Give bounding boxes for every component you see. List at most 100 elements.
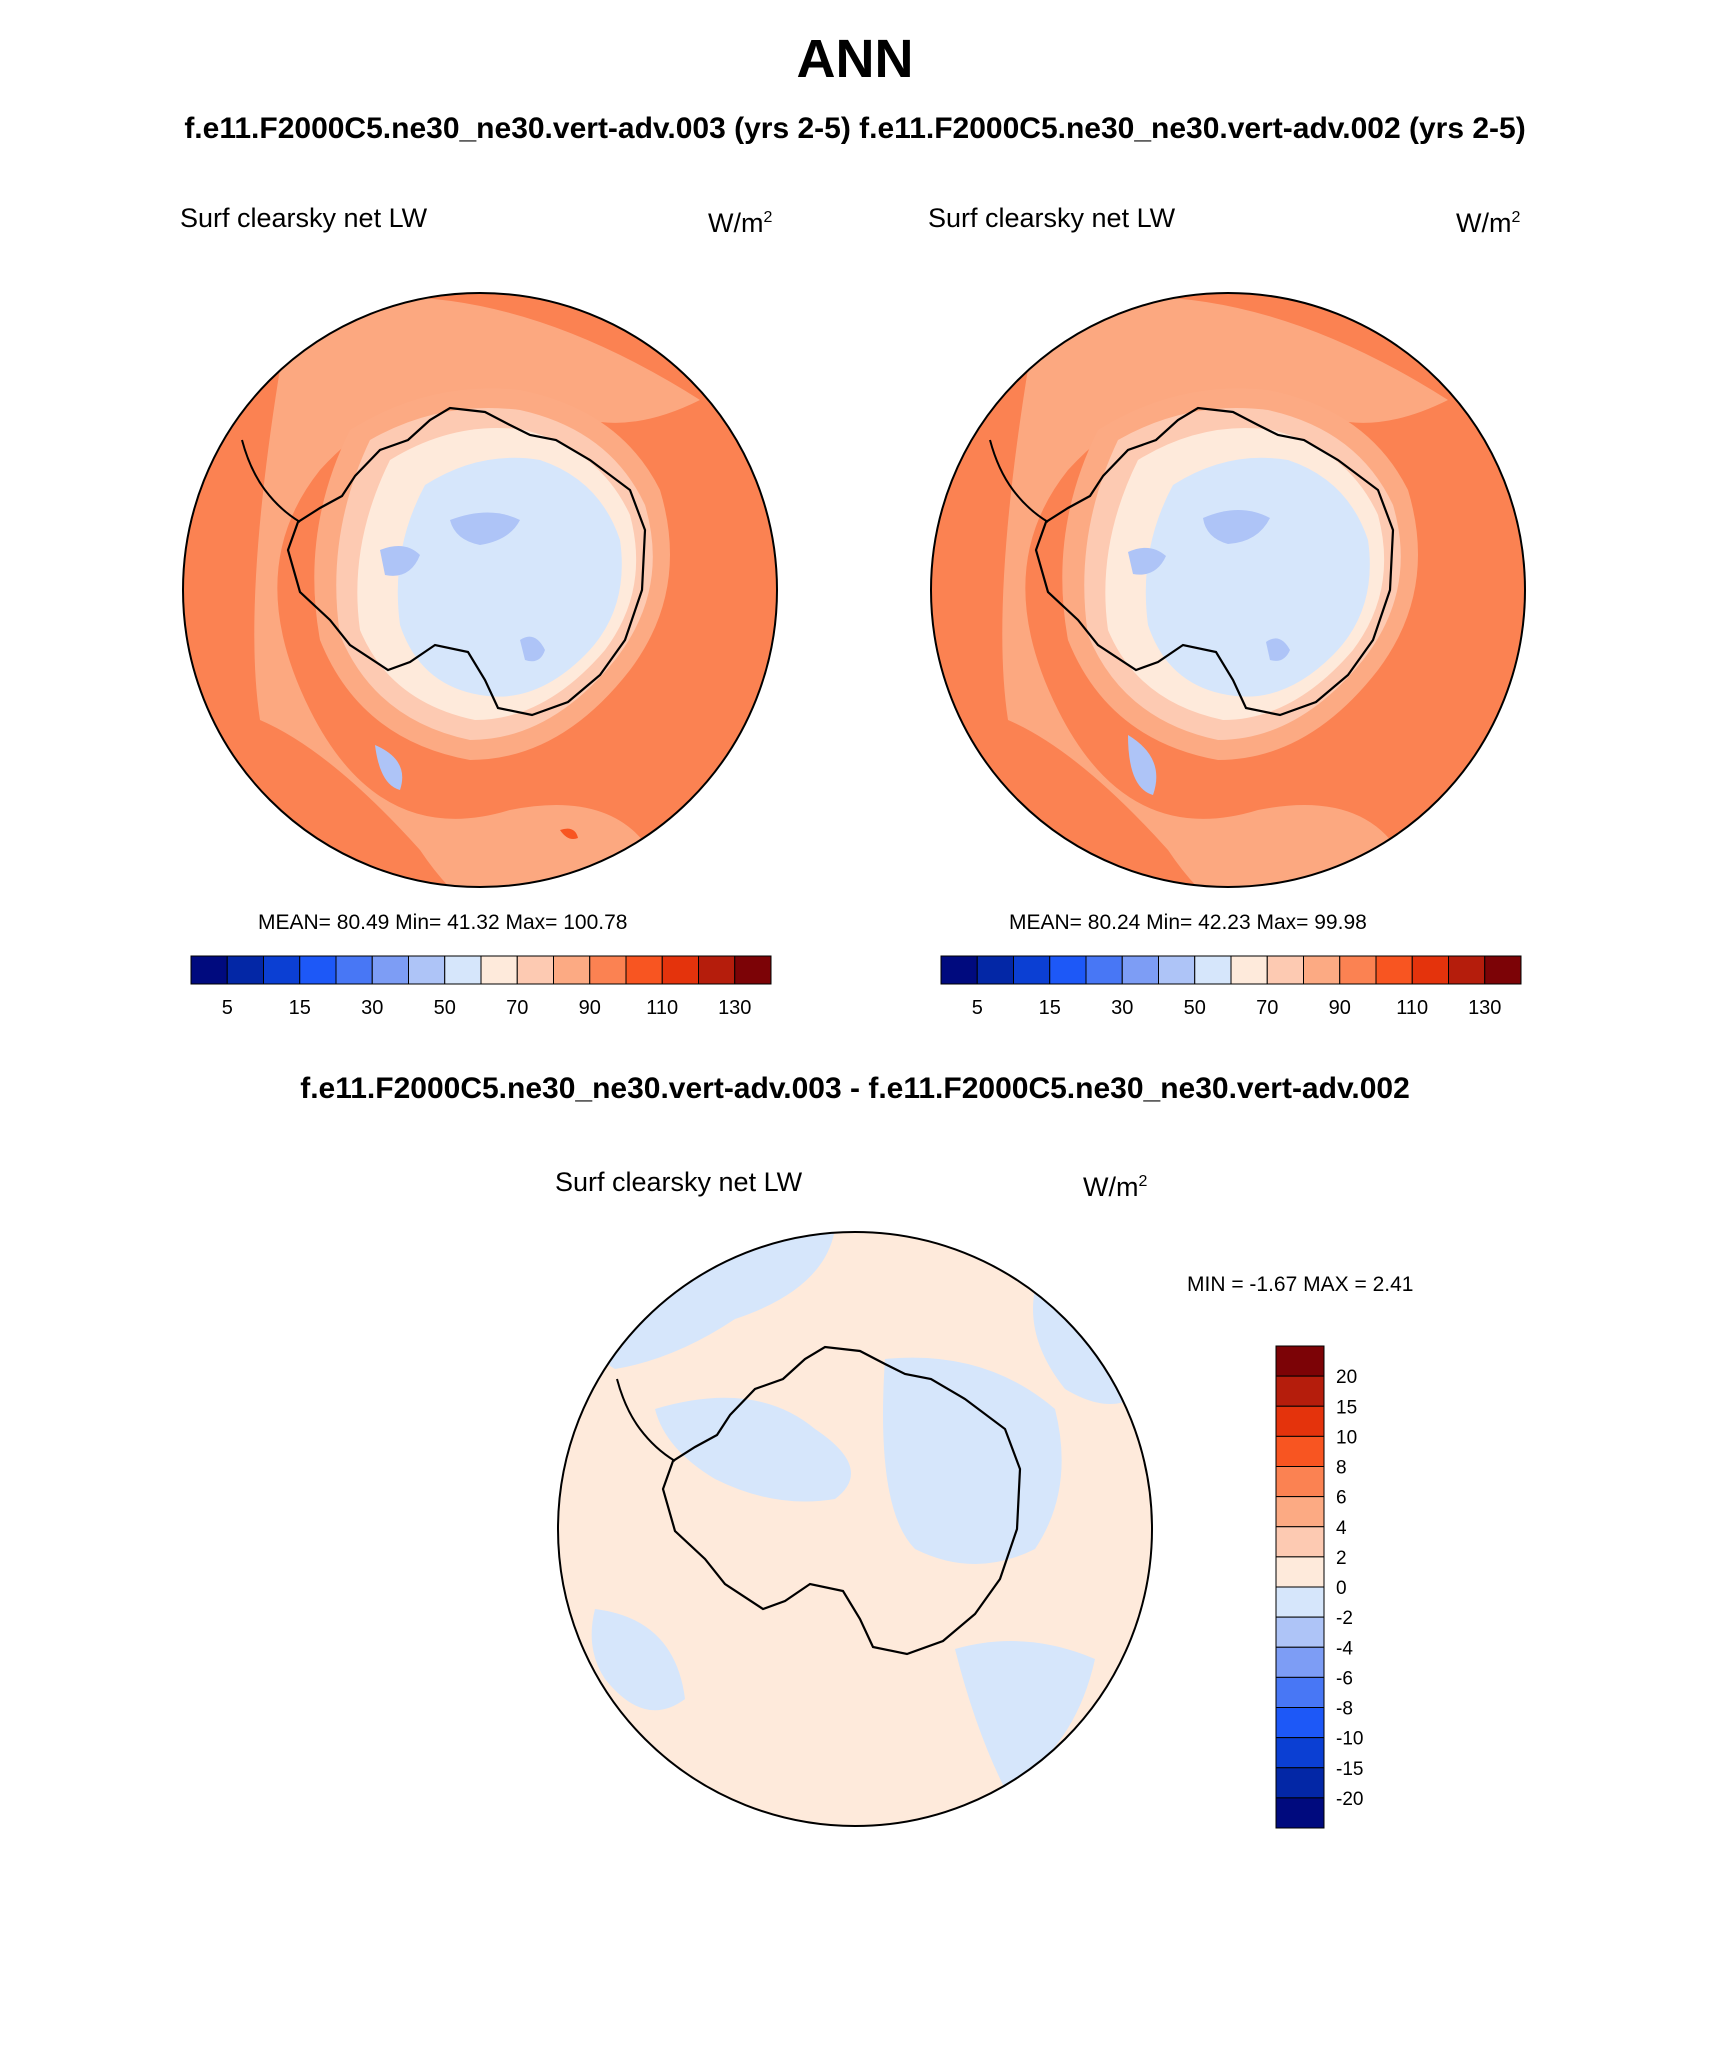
left-colorbar-swatch [480, 955, 518, 985]
left-colorbar-tick-label: 30 [361, 997, 383, 1019]
diff-colorbar-swatch [1275, 1737, 1325, 1769]
diff-colorbar-swatch [1275, 1375, 1325, 1407]
right-field-low-3 [1266, 638, 1290, 661]
right-colorbar-swatch [1339, 955, 1377, 985]
right-field-low-2 [1128, 547, 1166, 575]
diff-field-neg-4 [591, 1609, 685, 1711]
diff-plot-title: Surf clearsky net LW [555, 1167, 803, 1197]
right-colorbar-tick-label: 5 [972, 997, 983, 1019]
right-plot-title: Surf clearsky net LW [928, 203, 1176, 233]
right-colorbar-tick-label: 110 [1396, 997, 1428, 1019]
left-field-band-90 [254, 296, 700, 887]
left-map-border [182, 292, 778, 888]
diff-colorbar-tick-label: 20 [1336, 1367, 1357, 1388]
left-colorbar-tick-label: 15 [289, 997, 311, 1019]
right-map [930, 292, 1526, 888]
difference-title: f.e11.F2000C5.ne30_ne30.vert-adv.003 - f… [300, 1072, 1410, 1105]
right-colorbar-swatch [1375, 955, 1413, 985]
left-stats: MEAN= 80.49 Min= 41.32 Max= 100.78 [258, 911, 628, 934]
right-colorbar-swatch [1013, 955, 1051, 985]
diff-colorbar-tick-label: 2 [1336, 1548, 1347, 1569]
left-map-fields [183, 293, 777, 887]
right-colorbar-swatch [940, 955, 978, 985]
diff-map-fields [558, 1232, 1152, 1826]
right-colorbar-tick-label: 30 [1111, 997, 1133, 1019]
right-peninsula-coastline [989, 439, 1049, 523]
left-colorbar-tick-label: 110 [646, 997, 678, 1019]
diff-colorbar-swatch [1275, 1435, 1325, 1467]
left-field-high [560, 828, 578, 839]
right-colorbar-tick-label: 130 [1468, 997, 1501, 1019]
right-field-low-4 [1128, 735, 1157, 795]
diff-colorbar-tick-label: 4 [1336, 1518, 1347, 1539]
left-colorbar-swatch [226, 955, 264, 985]
diff-colorbar-swatch [1275, 1767, 1325, 1799]
left-colorbar: 5 15 30 50 70 90 110 130 [190, 955, 772, 1019]
right-units: W/m2 [1456, 208, 1521, 238]
right-colorbar-swatch [1230, 955, 1268, 985]
left-colorbar-swatch [516, 955, 554, 985]
right-colorbar-swatch [1158, 955, 1196, 985]
right-colorbar-tick-label: 70 [1256, 997, 1278, 1019]
diff-colorbar-tick-label: -15 [1336, 1759, 1363, 1780]
diff-colorbar-tick-label: 6 [1336, 1488, 1347, 1509]
right-map-border [930, 292, 1526, 888]
diff-colorbar-tick-label: -20 [1336, 1789, 1363, 1810]
right-colorbar-swatch [1085, 955, 1123, 985]
left-colorbar-swatch [698, 955, 736, 985]
right-colorbar-swatch [1049, 955, 1087, 985]
left-colorbar-swatch [589, 955, 627, 985]
left-peninsula-coastline [241, 439, 301, 523]
left-colorbar-swatch [299, 955, 337, 985]
left-field-low-3 [520, 636, 545, 662]
diff-antarctica-coastline [661, 1345, 1022, 1656]
diff-map [557, 1231, 1153, 1827]
diff-stats: MIN = -1.67 MAX = 2.41 [1187, 1273, 1414, 1296]
left-colorbar-swatch [734, 955, 772, 985]
left-units: W/m2 [708, 208, 773, 238]
diff-colorbar-swatch [1275, 1405, 1325, 1437]
left-colorbar-swatch [625, 955, 663, 985]
diff-colorbar-swatch [1275, 1707, 1325, 1739]
right-colorbar-swatch [1448, 955, 1486, 985]
diff-colorbar-swatch [1275, 1526, 1325, 1558]
diff-colorbar-swatch [1275, 1797, 1325, 1829]
right-map-fields [931, 293, 1525, 887]
main-title: ANN [796, 29, 914, 89]
left-plot-title: Surf clearsky net LW [180, 203, 428, 233]
diff-colorbar-tick-label: -6 [1336, 1668, 1353, 1689]
diff-colorbar-swatch [1275, 1466, 1325, 1498]
diff-units: W/m2 [1083, 1172, 1148, 1202]
left-colorbar-swatch [335, 955, 373, 985]
left-field-ice [397, 457, 622, 697]
right-field-low-1 [1203, 510, 1270, 544]
right-colorbar-swatch [1484, 955, 1522, 985]
left-colorbar-swatch [371, 955, 409, 985]
subtitle: f.e11.F2000C5.ne30_ne30.vert-adv.003 (yr… [184, 112, 1526, 145]
left-colorbar-tick-label: 5 [222, 997, 233, 1019]
diff-colorbar-tick-label: 15 [1336, 1397, 1357, 1418]
diff-colorbar-swatch [1275, 1556, 1325, 1588]
diff-colorbar-tick-label: 0 [1336, 1578, 1347, 1599]
diff-colorbar-swatch [1275, 1345, 1325, 1377]
diff-colorbar-tick-label: -8 [1336, 1699, 1353, 1720]
diff-field-neg-5 [955, 1641, 1095, 1789]
left-colorbar-tick-label: 50 [434, 997, 456, 1019]
left-field-low-1 [450, 512, 520, 545]
right-antarctica-coastline [1034, 406, 1395, 717]
diff-colorbar-swatch [1275, 1496, 1325, 1528]
diff-colorbar-swatch [1275, 1646, 1325, 1678]
right-colorbar-swatch [1121, 955, 1159, 985]
left-field-low-4 [375, 745, 403, 790]
diff-colorbar-tick-label: -4 [1336, 1638, 1353, 1659]
left-colorbar-swatch [661, 955, 699, 985]
right-colorbar-swatch [1194, 955, 1232, 985]
right-colorbar-swatch [1303, 955, 1341, 985]
left-colorbar-swatch [444, 955, 482, 985]
diff-peninsula-coastline [616, 1378, 676, 1462]
right-colorbar-swatch [976, 955, 1014, 985]
left-colorbar-tick-label: 70 [506, 997, 528, 1019]
diff-colorbar-tick-label: 8 [1336, 1458, 1347, 1479]
right-field-band-90 [1002, 296, 1448, 887]
